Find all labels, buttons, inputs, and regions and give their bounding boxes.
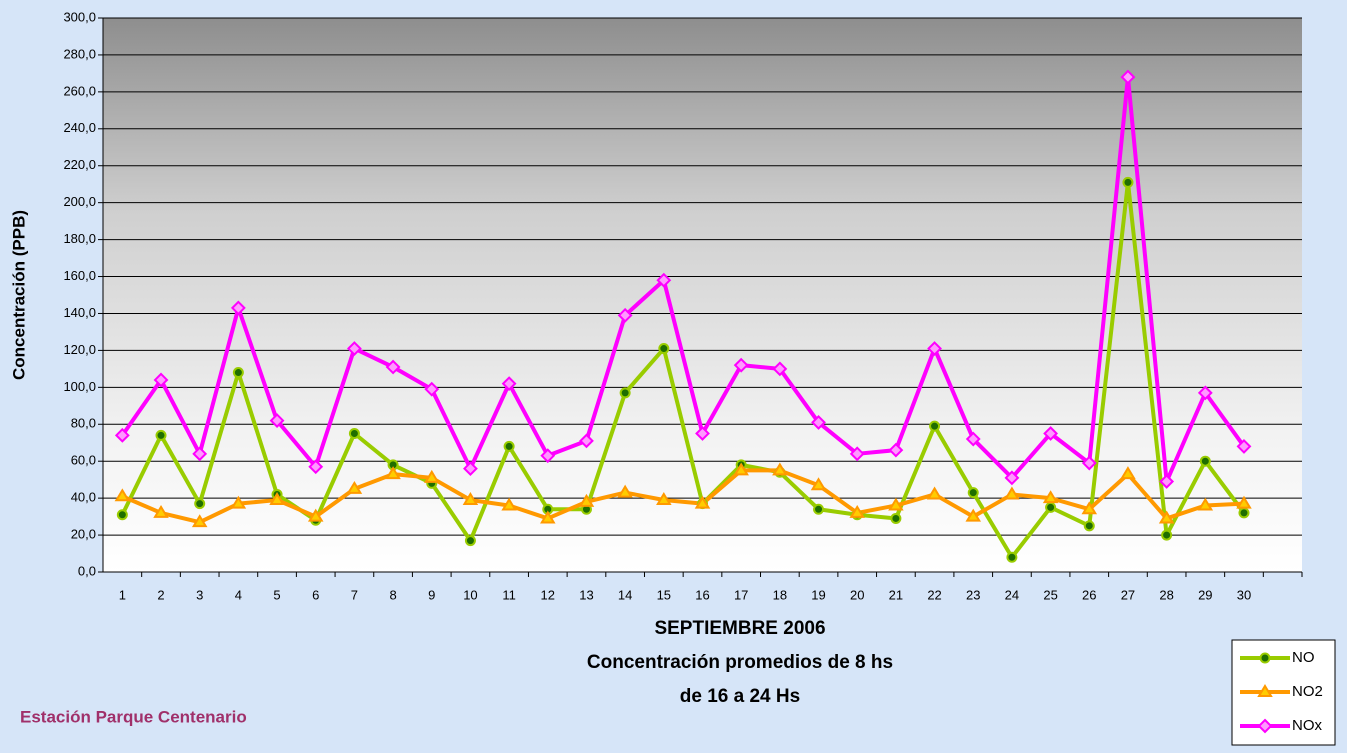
x-tick-label: 14 <box>618 587 632 602</box>
point <box>157 431 166 440</box>
x-tick-label: 17 <box>734 587 748 602</box>
page: Concentración (PPB) SEPTIEMBRE 2006 Conc… <box>0 0 1347 753</box>
point <box>814 505 823 514</box>
x-tick-label: 25 <box>1043 587 1057 602</box>
legend-label: NOx <box>1292 717 1323 734</box>
point <box>1046 503 1055 512</box>
x-tick-label: 6 <box>312 587 319 602</box>
x-tick-label: 26 <box>1082 587 1096 602</box>
x-tick-label: 19 <box>811 587 825 602</box>
x-tick-label: 12 <box>541 587 555 602</box>
x-tick-label: 28 <box>1159 587 1173 602</box>
y-tick-label: 80,0 <box>71 416 96 431</box>
x-tick-label: 9 <box>428 587 435 602</box>
x-axis-label: de 16 a 24 Hs <box>680 686 800 707</box>
x-tick-label: 22 <box>927 587 941 602</box>
x-tick-label: 16 <box>695 587 709 602</box>
point <box>350 429 359 438</box>
point <box>891 514 900 523</box>
x-tick-label: 10 <box>463 587 477 602</box>
point <box>118 510 127 519</box>
y-tick-label: 40,0 <box>71 490 96 505</box>
y-tick-label: 300,0 <box>63 9 96 24</box>
y-tick-label: 60,0 <box>71 453 96 468</box>
point <box>1123 178 1132 187</box>
x-axis-label: Concentración promedios de 8 hs <box>587 652 893 673</box>
x-tick-label: 13 <box>579 587 593 602</box>
x-axis-label: SEPTIEMBRE 2006 <box>654 618 825 639</box>
point <box>969 488 978 497</box>
x-tick-label: 29 <box>1198 587 1212 602</box>
y-tick-label: 260,0 <box>63 83 96 98</box>
y-tick-label: 240,0 <box>63 120 96 135</box>
y-tick-label: 160,0 <box>63 268 96 283</box>
y-tick-label: 100,0 <box>63 379 96 394</box>
legend-label: NO2 <box>1292 683 1323 700</box>
y-tick-label: 280,0 <box>63 46 96 61</box>
x-tick-label: 5 <box>273 587 280 602</box>
y-tick-label: 120,0 <box>63 342 96 357</box>
x-tick-label: 7 <box>351 587 358 602</box>
x-tick-label: 30 <box>1237 587 1251 602</box>
point <box>930 422 939 431</box>
y-tick-label: 0,0 <box>78 563 96 578</box>
point <box>1007 553 1016 562</box>
x-tick-label: 15 <box>657 587 671 602</box>
chart: Concentración (PPB) SEPTIEMBRE 2006 Conc… <box>0 0 1347 753</box>
x-tick-label: 8 <box>389 587 396 602</box>
x-tick-label: 1 <box>119 587 126 602</box>
station-note: Estación Parque Centenario <box>20 707 247 726</box>
point <box>1162 531 1171 540</box>
legend-label: NO <box>1292 649 1315 666</box>
y-axis-label: Concentración (PPB) <box>9 210 28 380</box>
plot-area <box>103 18 1302 572</box>
x-tick-label: 23 <box>966 587 980 602</box>
x-tick-label: 24 <box>1005 587 1019 602</box>
point <box>1201 457 1210 466</box>
point <box>1085 521 1094 530</box>
x-tick-label: 27 <box>1121 587 1135 602</box>
y-tick-label: 220,0 <box>63 157 96 172</box>
x-tick-label: 4 <box>235 587 242 602</box>
y-tick-label: 140,0 <box>63 305 96 320</box>
y-tick-label: 20,0 <box>71 527 96 542</box>
y-tick-label: 200,0 <box>63 194 96 209</box>
x-tick-label: 2 <box>157 587 164 602</box>
legend-marker <box>1261 654 1270 663</box>
x-tick-label: 11 <box>502 587 516 602</box>
point <box>466 536 475 545</box>
point <box>195 499 204 508</box>
x-tick-label: 21 <box>889 587 903 602</box>
x-tick-label: 3 <box>196 587 203 602</box>
x-tick-label: 20 <box>850 587 864 602</box>
point <box>659 344 668 353</box>
point <box>234 368 243 377</box>
point <box>505 442 514 451</box>
y-tick-label: 180,0 <box>63 231 96 246</box>
x-tick-label: 18 <box>773 587 787 602</box>
point <box>1239 508 1248 517</box>
point <box>621 388 630 397</box>
